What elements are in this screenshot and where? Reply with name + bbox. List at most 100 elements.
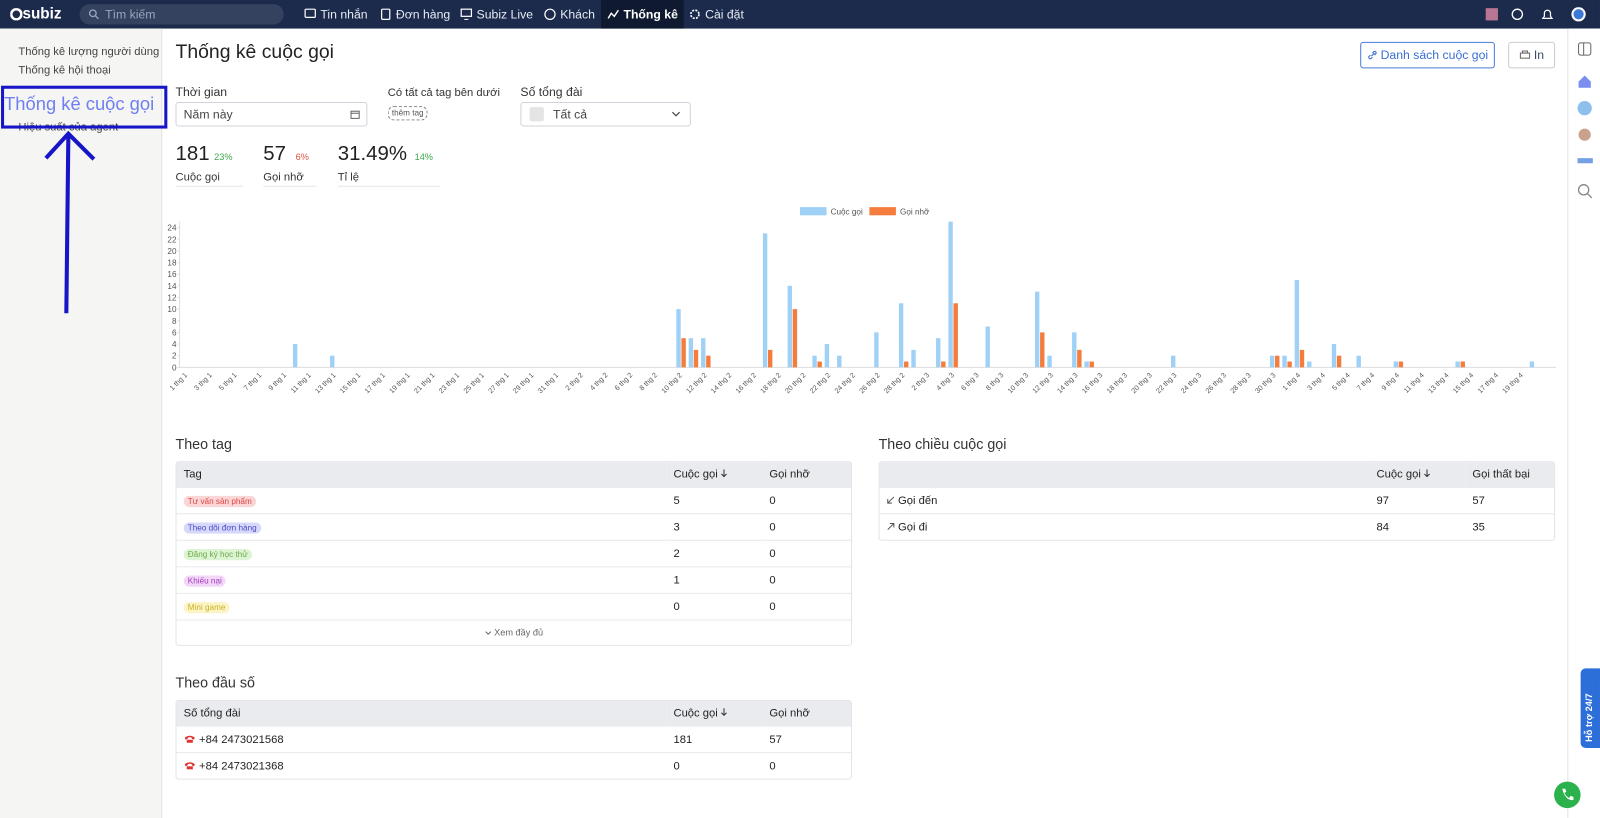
nav-icon <box>607 9 619 19</box>
column-header[interactable]: Cuộc gọi <box>666 462 763 488</box>
nav-item[interactable]: Thống kê <box>601 0 685 29</box>
tag-table: Tag Cuộc gọi Gọi nhỡ Tư vấn sản phẩm 5 0 T… <box>175 461 853 646</box>
nav-icon <box>381 8 391 20</box>
bar <box>1275 355 1280 368</box>
column-header[interactable]: Cuộc gọi <box>1369 462 1466 488</box>
tag-chip: Khiếu nại <box>183 574 226 587</box>
header-label: Cuộc gọi <box>673 707 718 720</box>
legend-swatch <box>799 207 827 216</box>
annotation-arrow <box>44 130 96 314</box>
y-tick-label: 2 <box>172 352 177 361</box>
line-select[interactable]: Tất cả <box>520 102 691 127</box>
stat: 181 23% <box>176 143 233 166</box>
stat-label: Cuộc gọi <box>175 171 243 187</box>
bar <box>787 285 793 368</box>
tag-chip: Mini game <box>183 601 230 613</box>
x-tick-label: 28 thg 3 <box>1229 371 1253 395</box>
nav-item[interactable]: Đơn hàng <box>373 0 456 29</box>
y-tick-label: 16 <box>167 270 177 279</box>
row: Mini game 0 0 <box>176 592 852 620</box>
nav-label: Subiz Live <box>476 7 534 22</box>
incoming-icon <box>887 496 895 504</box>
nav-item[interactable]: Subiz Live <box>454 0 539 29</box>
print-button[interactable]: In <box>1508 41 1556 69</box>
tag-chip: Đăng ký học thử <box>183 548 252 560</box>
sidebar-item-active[interactable]: Thống kê cuộc gọi <box>4 93 155 115</box>
column-header: Số tổng đài <box>176 701 667 727</box>
nav-item[interactable]: Cài đặt <box>683 0 750 29</box>
y-tick-label: 22 <box>167 235 177 244</box>
link-icon <box>1367 50 1377 60</box>
chevron <box>672 111 681 117</box>
x-tick-label: 3 thg 4 <box>1306 371 1327 392</box>
calendar-icon <box>350 110 360 119</box>
column-header: Gọi nhỡ <box>762 701 852 727</box>
bar <box>1529 361 1535 368</box>
cell: 57 <box>762 725 852 753</box>
bar <box>911 349 916 368</box>
nav-item[interactable]: Khách <box>538 0 601 29</box>
cell: 0 <box>762 752 852 779</box>
filter-label: Số tổng đài <box>520 84 583 99</box>
y-tick-label: 4 <box>172 340 177 349</box>
x-tick-label: 4 thg 2 <box>589 371 610 392</box>
bar <box>1287 361 1292 368</box>
bar <box>824 344 830 368</box>
add-tag-button[interactable]: thêm tag <box>387 106 428 121</box>
x-tick-label: 1 thg 4 <box>1281 371 1302 392</box>
logo-icon <box>10 8 23 21</box>
search-placeholder: Tìm kiếm <box>105 7 156 22</box>
x-tick-label: 6 thg 3 <box>960 371 981 392</box>
x-tick-label: 5 thg 4 <box>1331 371 1352 392</box>
legend-label: Gọi nhỡ <box>900 207 930 216</box>
bar <box>941 361 946 368</box>
bar <box>812 355 817 368</box>
cell: 0 <box>666 592 763 620</box>
sidebar-item[interactable]: Thống kê lượng người dùng <box>18 45 160 59</box>
bar <box>1460 361 1465 368</box>
cell: 0 <box>666 752 763 779</box>
x-tick-label: 18 thg 3 <box>1105 371 1129 395</box>
x-tick-label: 19 thg 1 <box>388 371 412 395</box>
bar <box>1398 361 1404 368</box>
bar <box>1047 355 1052 368</box>
nav-label: Cài đặt <box>705 7 744 22</box>
bar <box>1331 344 1337 368</box>
row: Đăng ký học thử 2 0 <box>176 539 852 567</box>
stat: 57 6% <box>263 143 309 166</box>
call-list-button[interactable]: Danh sách cuộc gọi <box>1360 41 1495 69</box>
x-tick-label: 1 thg 1 <box>168 371 189 392</box>
button-label: Danh sách cuộc gọi <box>1380 47 1489 63</box>
x-tick-label: 24 thg 3 <box>1179 371 1203 395</box>
x-tick-label: 19 thg 4 <box>1501 371 1525 395</box>
sidebar-item[interactable]: Thống kê hội thoại <box>18 64 111 77</box>
call-button[interactable] <box>1553 781 1582 810</box>
bar <box>1455 361 1460 368</box>
search-box[interactable]: Tìm kiếm <box>79 4 284 25</box>
time-input[interactable]: Năm này <box>175 102 368 127</box>
y-tick-label: 10 <box>167 305 177 314</box>
sort-icon <box>721 469 728 478</box>
bar <box>706 355 711 368</box>
x-tick-label: 4 thg 3 <box>935 371 956 392</box>
row: Gọi đi 84 35 <box>879 513 1555 540</box>
x-tick-label: 17 thg 4 <box>1476 371 1500 395</box>
bar <box>1072 332 1077 368</box>
column-header[interactable]: Cuộc gọi <box>666 701 763 727</box>
nav-item[interactable]: Tin nhắn <box>298 0 374 29</box>
stat-value: 31.49% <box>337 142 407 166</box>
bar <box>1084 361 1089 368</box>
support-tab[interactable]: Hỗ trợ 24/7 <box>1580 668 1600 748</box>
nav-label: Khách <box>560 7 595 22</box>
x-tick-label: 25 thg 1 <box>462 371 486 395</box>
cell: Gọi đến <box>898 494 938 507</box>
row: +84 2473021568 181 57 <box>176 725 852 753</box>
bar <box>904 361 909 368</box>
line-icon <box>529 107 544 122</box>
cell: +84 2473021568 <box>199 733 284 746</box>
show-more[interactable]: Xem đầy đủ <box>176 619 852 645</box>
cell: 35 <box>1465 513 1555 540</box>
support-label: Hỗ trợ 24/7 <box>1583 693 1594 742</box>
bar <box>792 309 798 368</box>
rail-icons <box>1577 42 1593 199</box>
